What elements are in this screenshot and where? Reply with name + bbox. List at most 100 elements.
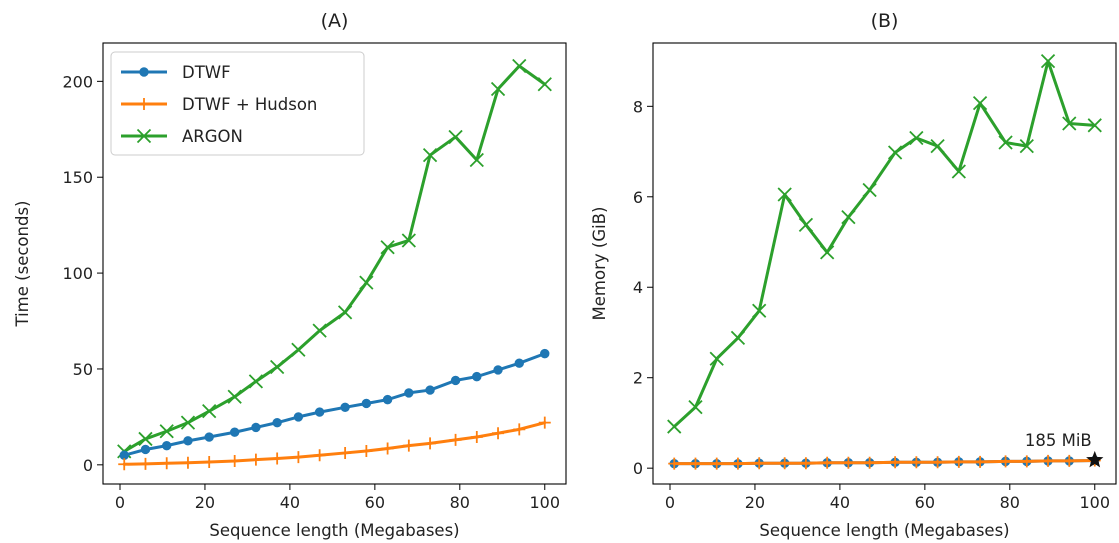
data-point-dtwf-hudson — [999, 455, 1012, 468]
data-point-argon — [709, 351, 724, 366]
data-point-argon — [730, 330, 746, 346]
data-point-dtwf-hudson — [139, 457, 152, 470]
data-point-argon — [862, 182, 877, 198]
x-tick-label: 20 — [195, 493, 215, 512]
data-point-dtwf — [140, 444, 151, 455]
data-point-argon — [1019, 138, 1034, 154]
legend: DTWF DTWF + Hudson ARGON — [110, 51, 365, 156]
data-point-dtwf — [229, 427, 240, 437]
legend-swatch-marker — [136, 128, 152, 144]
data-point-dtwf-hudson — [118, 458, 131, 471]
data-point-argon — [998, 135, 1013, 150]
x-axis-title: Sequence length (Megabases) — [759, 521, 1009, 540]
data-point-dtwf — [361, 398, 372, 409]
data-point-dtwf — [472, 371, 482, 382]
y-tick-label: 100 — [62, 264, 93, 283]
data-point-dtwf-hudson — [821, 456, 834, 469]
data-point-dtwf-hudson — [799, 457, 812, 470]
x-tick-label: 60 — [915, 493, 935, 512]
data-point-dtwf-hudson — [1020, 455, 1033, 468]
y-tick-label: 0 — [633, 459, 643, 478]
data-point-dtwf-hudson — [538, 416, 551, 429]
data-point-argon — [752, 303, 767, 318]
series-dtwf-hudson — [118, 416, 551, 471]
x-tick-label: 40 — [830, 493, 850, 512]
data-point-dtwf-hudson — [910, 456, 923, 469]
data-point-dtwf-hudson — [381, 442, 394, 455]
data-point-dtwf-hudson — [228, 454, 241, 467]
data-point-argon — [180, 415, 196, 430]
data-point-dtwf-hudson — [952, 455, 965, 468]
y-tick-label: 50 — [73, 360, 93, 379]
data-point-argon — [777, 187, 792, 202]
data-point-dtwf-hudson — [889, 456, 902, 469]
data-point-dtwf — [382, 394, 393, 405]
data-point-dtwf-hudson — [402, 439, 415, 452]
series-dtwf — [119, 348, 550, 460]
data-point-dtwf-hudson — [271, 452, 284, 465]
annotation-label: 185 MiB — [1025, 431, 1092, 450]
x-tick-label: 80 — [450, 493, 470, 512]
y-axis-title: Memory (GiB) — [590, 207, 609, 321]
y-tick-label: 200 — [62, 72, 93, 91]
data-point-dtwf-hudson — [778, 457, 791, 470]
data-point-argon — [227, 389, 242, 404]
x-tick-label: 0 — [115, 493, 125, 512]
data-point-argon — [270, 359, 285, 375]
data-point-dtwf-hudson — [1042, 454, 1055, 467]
legend-entry-dtwf-hudson: DTWF + Hudson — [121, 95, 317, 114]
data-point-dtwf — [204, 432, 214, 442]
data-point-argon — [337, 305, 353, 320]
data-point-dtwf — [450, 375, 461, 386]
data-point-dtwf-hudson — [181, 456, 194, 469]
series-dtwf-hudson — [668, 454, 1101, 470]
panel-b: 185 MiB 0 20 40 60 80 100 0 2 4 6 8 (B) Sequence leng… — [590, 10, 1117, 540]
data-point-argon — [537, 77, 552, 92]
data-point-argon — [380, 240, 395, 255]
data-point-dtwf-hudson — [753, 457, 766, 470]
y-tick-label: 2 — [633, 369, 643, 388]
data-point-dtwf-hudson — [203, 455, 216, 468]
data-point-dtwf-hudson — [424, 437, 437, 450]
panel-a: 0 20 40 60 80 100 0 50 100 150 200 (A) Sequence leng… — [13, 10, 567, 540]
panel-title: (B) — [871, 10, 899, 32]
data-point-dtwf — [514, 358, 524, 368]
y-axis-title: Time (seconds) — [13, 201, 32, 328]
data-point-dtwf-hudson — [842, 456, 855, 469]
data-point-argon — [359, 275, 374, 290]
data-point-dtwf-hudson — [339, 446, 352, 459]
data-point-dtwf — [493, 365, 503, 375]
data-point-argon — [291, 342, 306, 357]
data-point-dtwf — [340, 402, 350, 413]
x-tick-label: 60 — [365, 493, 385, 512]
x-tick-label: 20 — [745, 493, 765, 512]
data-point-dtwf — [119, 450, 129, 460]
data-point-argon — [448, 129, 463, 145]
data-point-dtwf-hudson — [292, 451, 305, 464]
data-point-argon — [490, 81, 506, 97]
legend-entry-dtwf: DTWF — [121, 63, 231, 82]
data-point-argon — [1087, 118, 1102, 133]
data-point-argon — [469, 152, 484, 168]
data-point-argon — [138, 431, 153, 447]
data-point-argon — [667, 419, 682, 434]
x-axis-title: Sequence length (Megabases) — [209, 521, 459, 540]
data-point-dtwf-hudson — [931, 456, 944, 469]
data-point-argon — [422, 148, 438, 163]
plot-frame — [652, 42, 1117, 485]
plot-frame — [102, 42, 567, 485]
data-point-argon — [512, 58, 527, 74]
data-point-dtwf — [162, 440, 172, 451]
data-point-argon — [1062, 116, 1077, 131]
data-point-dtwf-hudson — [1063, 454, 1076, 467]
x-tick-label: 100 — [529, 493, 560, 512]
data-point-dtwf — [251, 422, 261, 433]
legend-label: DTWF + Hudson — [182, 95, 317, 114]
series-argon — [667, 53, 1102, 434]
data-point-dtwf — [183, 436, 193, 446]
y-tick-label: 150 — [62, 168, 93, 187]
legend-box — [110, 51, 365, 156]
data-point-argon — [841, 210, 856, 225]
data-point-dtwf-hudson — [313, 449, 326, 462]
